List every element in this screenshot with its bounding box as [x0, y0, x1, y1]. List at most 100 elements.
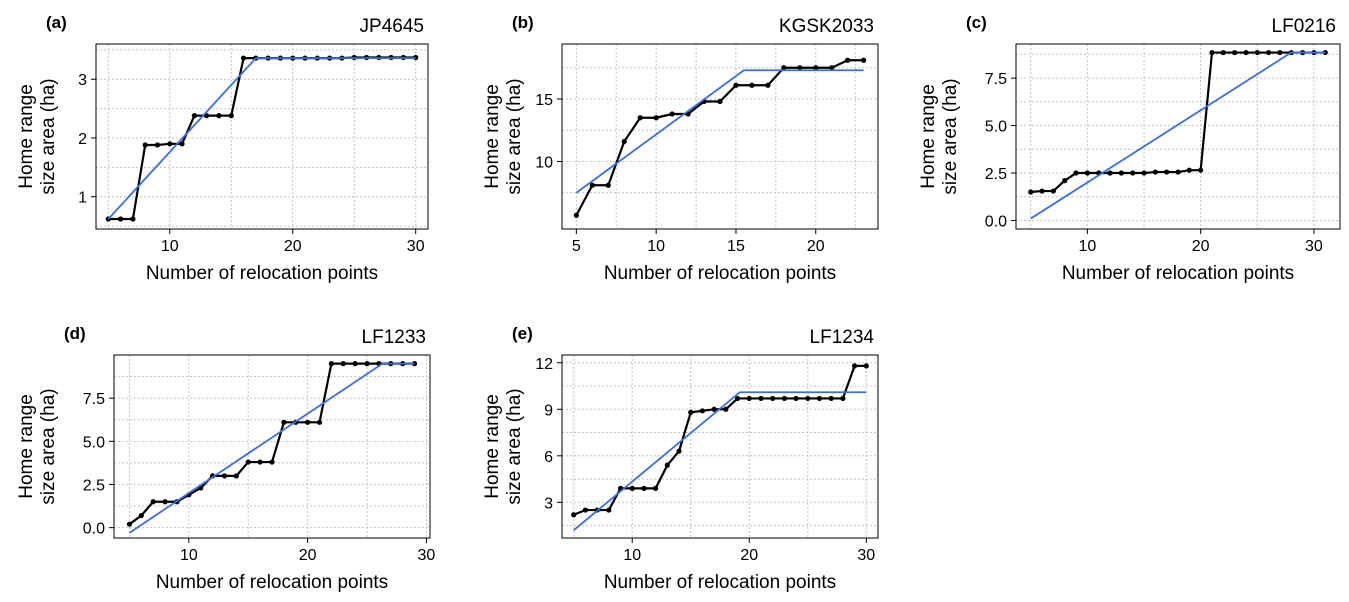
- panel-letter: (b): [512, 13, 534, 32]
- data-point: [1039, 188, 1045, 194]
- x-tick-label: 10: [647, 238, 665, 255]
- x-axis-label: Number of relocation points: [604, 263, 836, 284]
- data-point: [1164, 169, 1170, 175]
- data-point: [851, 363, 858, 369]
- x-axis-label: Number of relocation points: [156, 572, 388, 593]
- data-point: [589, 182, 595, 188]
- y-tick-label: 5.0: [83, 434, 105, 451]
- plot-area-border: [561, 354, 879, 539]
- y-tick-label: 15: [535, 92, 553, 109]
- data-point: [216, 113, 222, 119]
- plot-area-border: [95, 43, 429, 230]
- data-point: [637, 115, 643, 121]
- y-axis-label-line1: Home range: [482, 394, 503, 499]
- y-tick-label: 2.5: [985, 166, 1007, 183]
- data-point: [781, 395, 787, 402]
- data-point: [573, 212, 579, 218]
- data-point: [316, 419, 323, 425]
- data-point: [1141, 170, 1147, 176]
- fit-line: [575, 69, 864, 194]
- data-point: [1243, 49, 1249, 56]
- y-tick-label: 9: [544, 402, 553, 419]
- data-point: [733, 82, 739, 88]
- plot-area-border: [1015, 43, 1341, 230]
- fit-line: [1030, 51, 1326, 220]
- data-point: [781, 65, 787, 71]
- chart-panel-2: 5 10 15 20 10 15 (b) KGSK2033 Number of relocati…: [482, 13, 879, 284]
- data-point: [1277, 49, 1283, 56]
- data-point: [813, 65, 819, 71]
- data-point: [305, 419, 311, 425]
- fit-line: [128, 362, 415, 534]
- data-point: [257, 459, 263, 465]
- x-tick-label: 10: [180, 547, 198, 564]
- y-axis-label-line1: Home range: [482, 84, 503, 189]
- data-point: [142, 142, 148, 148]
- data-point: [1220, 49, 1226, 56]
- y-axis-label-line2: size area (ha): [504, 78, 525, 194]
- data-point: [162, 499, 168, 505]
- data-point: [845, 57, 851, 63]
- data-point: [1130, 170, 1136, 176]
- panel-title: LF1233: [362, 327, 426, 348]
- data-point: [816, 395, 823, 402]
- data-point: [154, 142, 161, 148]
- data-point: [861, 57, 867, 63]
- data-point: [117, 216, 124, 222]
- data-point: [1084, 170, 1090, 176]
- data-point: [641, 485, 647, 491]
- data-point: [328, 361, 334, 367]
- y-axis-label-line2: size area (ha): [940, 78, 961, 194]
- panel-title: JP4645: [360, 16, 424, 37]
- data-point: [621, 138, 627, 145]
- y-tick-label: 5.0: [985, 119, 1007, 136]
- data-point: [605, 182, 611, 188]
- x-tick-label: 10: [161, 238, 179, 255]
- y-axis-label-line1: Home range: [918, 84, 939, 189]
- data-point: [130, 216, 136, 222]
- chart-panel-1: 10 20 30 1 2 3 (a) JP4645 Number of relocation p…: [16, 13, 429, 284]
- chart-panel-4: 10 20 30 0.0 2.5 5.0 7.5 (d) LF1233 Number of rel…: [16, 324, 435, 593]
- x-tick-label: 15: [727, 238, 745, 255]
- y-tick-label: 0.0: [83, 521, 105, 538]
- chart-panel-5: 10 20 30 3 6 9 12(e) LF1234 Number of relocation…: [482, 324, 879, 593]
- data-point: [749, 82, 755, 88]
- series-line: [575, 59, 864, 216]
- data-point: [1186, 167, 1192, 173]
- data-point: [1232, 49, 1238, 56]
- data-point: [1152, 169, 1158, 175]
- series-line: [573, 364, 867, 516]
- y-tick-label: 3: [78, 72, 87, 89]
- data-point: [150, 499, 156, 505]
- data-point: [734, 395, 741, 402]
- data-point: [221, 473, 228, 479]
- data-point: [228, 113, 234, 119]
- data-point: [717, 98, 723, 105]
- x-tick-label: 5: [572, 238, 581, 255]
- data-point: [688, 409, 694, 415]
- x-tick-label: 30: [1305, 238, 1323, 255]
- y-axis-label-line2: size area (ha): [38, 78, 59, 194]
- y-tick-label: 1: [78, 190, 87, 207]
- data-point: [138, 512, 144, 519]
- data-point: [269, 459, 275, 465]
- x-tick-label: 10: [1078, 238, 1096, 255]
- y-axis-label-line1: Home range: [16, 84, 37, 189]
- data-point: [167, 141, 173, 147]
- data-point: [179, 141, 185, 147]
- gridlines: [1016, 44, 1340, 229]
- data-point: [1107, 170, 1113, 176]
- data-point: [765, 82, 771, 88]
- data-point: [863, 363, 869, 369]
- data-point: [1266, 49, 1272, 56]
- data-point: [770, 395, 776, 402]
- x-tick-label: 20: [284, 238, 302, 255]
- gridlines: [562, 355, 878, 538]
- data-point: [629, 485, 635, 491]
- data-point: [664, 462, 670, 468]
- panel-letter: (a): [46, 13, 67, 32]
- gridlines: [562, 44, 878, 229]
- panel-title: LF0216: [1272, 16, 1336, 37]
- data-point: [1254, 49, 1260, 56]
- data-point: [233, 473, 239, 479]
